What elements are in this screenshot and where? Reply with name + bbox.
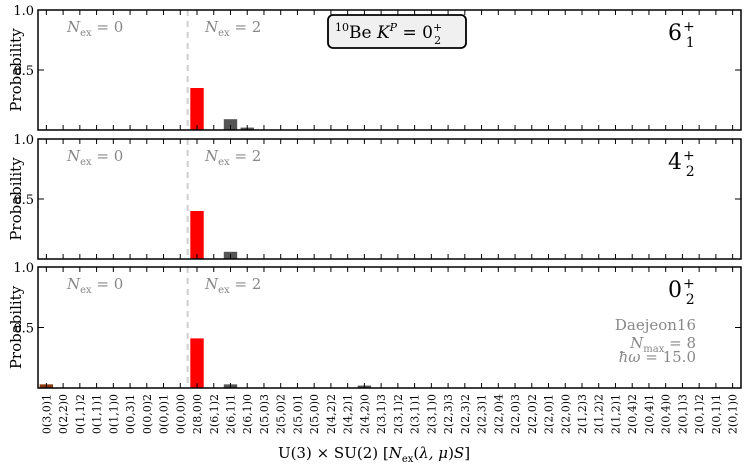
title-box-label: 10Be KP = 0+ 2 [335, 21, 442, 47]
x-tick-label: 2(0,4)1 [643, 394, 656, 434]
x-tick-label: 2(5,0)0 [308, 394, 321, 434]
x-tick-label: 2(3,1)1 [409, 394, 422, 434]
x-tick-label: 2(0,4)2 [626, 394, 639, 434]
x-tick-labels: 0(3,0)1 0(2,2)0 0(1,1)2 0(1,1)1 0(1,1)0 0(0,3… [40, 394, 739, 434]
x-tick-label: 2(0,1)1 [710, 394, 723, 434]
x-tick-label: 2(3,1)2 [392, 394, 405, 434]
x-tick-label: 2(1,2)3 [576, 394, 589, 434]
x-tick-label: 0(2,2)0 [57, 394, 70, 434]
region-label-nex2: Nex = 2 [204, 275, 261, 296]
x-tick-label: 2(2,0)1 [543, 394, 556, 434]
region-label-nex0: Nex = 0 [66, 275, 123, 296]
x-tick-label: 0(0,0)1 [158, 394, 171, 434]
region-label-nex2: Nex = 2 [204, 18, 261, 39]
x-tick-label: 2(4,2)0 [358, 394, 371, 434]
bar-2(8,0)0 [190, 211, 204, 259]
bar-2(8,0)0 [190, 88, 204, 130]
x-tick-label: 0(0,0)2 [141, 394, 154, 434]
annotation-nmax: Nmax = 8 [629, 334, 696, 355]
x-tick-label: 0(0,0)0 [174, 394, 187, 434]
x-tick-label: 2(5,0)1 [291, 394, 304, 434]
x-tick-label: 2(5,0)2 [275, 394, 288, 434]
title-box: 10Be KP = 0+ 2 [327, 14, 467, 49]
y-tick-label: 0.5 [13, 322, 34, 337]
panel-frame [37, 266, 742, 389]
x-tick-label: 2(2,0)2 [526, 394, 539, 434]
x-axis-label: U(3) × SU(2) [Nex(λ, μ)S] [278, 444, 470, 465]
x-tick-label: 2(0,1)2 [693, 394, 706, 434]
y-tick-label: 0.5 [13, 64, 34, 79]
x-tick-label: 2(1,2)1 [609, 394, 622, 434]
x-tick-label: 2(4,2)1 [342, 394, 355, 434]
x-tick-label: 2(0,1)0 [727, 394, 740, 434]
x-tick-label: 2(0,4)0 [660, 394, 673, 434]
y-tick-label: 1.0 [13, 133, 34, 148]
x-tick-label: 0(1,1)2 [74, 394, 87, 434]
region-label-nex0: Nex = 0 [66, 147, 123, 168]
y-tick-label: 1.0 [13, 4, 34, 19]
bar-2(6,1)1 [223, 119, 238, 130]
x-tick-label: 2(6,1)0 [241, 394, 254, 434]
title-box-frame [327, 14, 467, 49]
y-axis-label: Probability [7, 285, 25, 369]
region-label-nex0: Nex = 0 [66, 18, 123, 39]
x-tick-label: 2(3,1)3 [375, 394, 388, 434]
x-tick-label: 2(6,1)2 [208, 394, 221, 434]
bar-2(8,0)0 [190, 338, 204, 388]
x-tick-label: 2(2,3)2 [459, 394, 472, 434]
y-axis-label: Probability [7, 157, 25, 241]
x-tick-label: 2(6,1)1 [224, 394, 237, 434]
x-tick-label: 2(4,2)2 [325, 394, 338, 434]
x-tick-label: 2(5,0)3 [258, 394, 271, 434]
x-tick-label: 2(2,0)4 [492, 394, 505, 434]
panel-frame [37, 138, 742, 260]
x-tick-label: 2(2,0)3 [509, 394, 522, 434]
x-tick-label: 2(2,0)0 [559, 394, 572, 434]
state-label: 6+ 1 [668, 19, 695, 51]
panel-frame [37, 9, 742, 131]
x-tick-label: 0(3,0)1 [40, 394, 53, 434]
state-label: 0+ 2 [668, 276, 695, 308]
x-tick-label: 2(3,1)0 [425, 394, 438, 434]
x-tick-label: 2(8,0)0 [191, 394, 204, 434]
x-tick-label: 2(1,2)2 [593, 394, 606, 434]
x-tick-label: 0(0,3)1 [124, 394, 137, 434]
x-tick-label: 2(0,1)3 [676, 394, 689, 434]
region-label-nex2: Nex = 2 [204, 147, 261, 168]
x-tick-label: 0(1,1)1 [91, 394, 104, 434]
annotation-hw: ħω = 15.0 [619, 348, 696, 366]
x-tick-label: 2(2,3)3 [442, 394, 455, 434]
annotation-interaction: Daejeon16 [615, 316, 696, 334]
state-label: 4+ 2 [668, 148, 695, 180]
x-tick-label: 2(2,3)1 [476, 394, 489, 434]
y-tick-label: 1.0 [13, 261, 34, 276]
x-tick-label: 0(1,1)0 [107, 394, 120, 434]
y-axis-label: Probability [7, 28, 25, 112]
y-tick-label: 0.5 [13, 193, 34, 208]
